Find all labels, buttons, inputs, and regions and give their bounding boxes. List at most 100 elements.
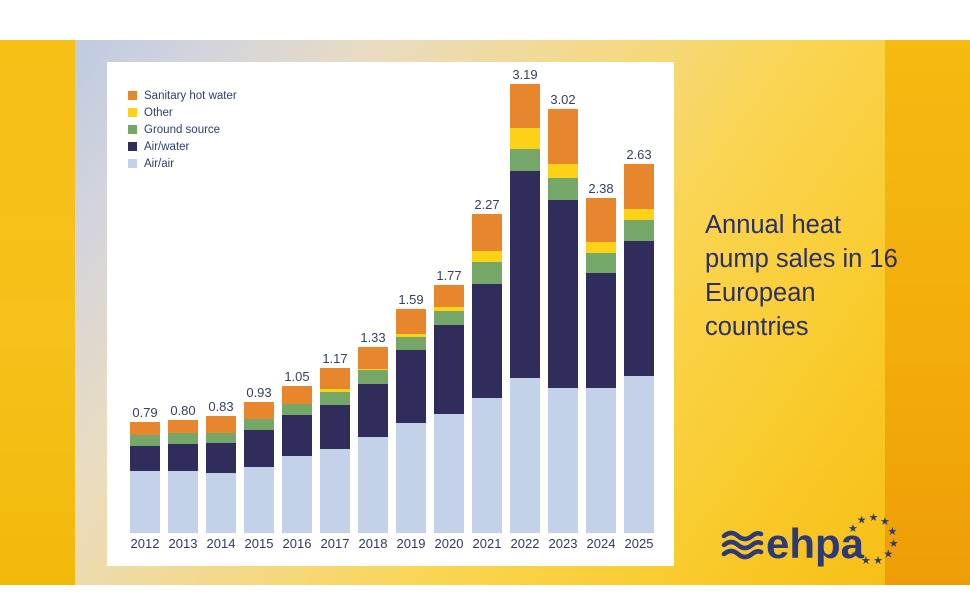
bar-segment-air-air xyxy=(358,437,388,533)
bar-segment-ground-source xyxy=(320,392,350,405)
bar-segment-air-water xyxy=(396,350,426,423)
legend-item-sanitary-hot-water: Sanitary hot water xyxy=(128,87,237,104)
bar-segment-sanitary-hot-water xyxy=(624,164,654,209)
legend-item-other: Other xyxy=(128,104,237,121)
chart-panel: Sanitary hot water Other Ground source Air/… xyxy=(107,62,674,566)
bar-value-label: 3.02 xyxy=(550,92,576,107)
bar-value-label: 3.19 xyxy=(512,67,538,82)
bar-segment-sanitary-hot-water xyxy=(206,416,236,433)
bar-segment-ground-source xyxy=(282,404,312,415)
bar-segment-sanitary-hot-water xyxy=(168,420,198,433)
bar-segment-air-air xyxy=(206,473,236,533)
legend-swatch-sanitary-hot-water xyxy=(128,91,137,100)
bar-2020: 1.77 xyxy=(434,268,464,533)
x-axis-labels: 2012 2013 2014 2015 2016 2017 2018 2019 2020 2021… xyxy=(130,536,654,551)
bar-segment-air-water xyxy=(282,415,312,456)
year-label-2017: 2017 xyxy=(320,536,350,551)
bar-2022: 3.19 xyxy=(510,67,540,533)
bar-segment-sanitary-hot-water xyxy=(244,402,274,419)
star-icon: ★ xyxy=(869,511,879,524)
year-label-2015: 2015 xyxy=(244,536,274,551)
bar-2018: 1.33 xyxy=(358,330,388,533)
bar-segment-ground-source xyxy=(206,433,236,443)
year-label-2025: 2025 xyxy=(624,536,654,551)
bar-value-label: 0.83 xyxy=(208,399,234,414)
bar-segment-ground-source xyxy=(244,419,274,430)
legend-label: Ground source xyxy=(144,123,221,136)
bar-segment-air-water xyxy=(510,171,540,378)
bar-segment-sanitary-hot-water xyxy=(396,309,426,334)
bar-segment-other xyxy=(320,389,350,392)
bar-segment-air-water xyxy=(244,430,274,467)
bar-chart: 0.79 0.80 0.83 0.93 1.05 1.17 1.33 1.59 1.77 2.27… xyxy=(130,67,654,533)
star-icon: ★ xyxy=(889,537,899,550)
legend-swatch-other xyxy=(128,108,137,117)
bar-segment-other xyxy=(624,209,654,220)
year-label-2018: 2018 xyxy=(358,536,388,551)
bar-value-label: 2.27 xyxy=(474,197,500,212)
legend-item-air-air: Air/air xyxy=(128,155,237,172)
legend-swatch-air-air xyxy=(128,159,137,168)
legend-label: Air/air xyxy=(144,157,175,170)
bar-value-label: 0.80 xyxy=(170,403,196,418)
bar-2023: 3.02 xyxy=(548,92,578,533)
bar-segment-sanitary-hot-water xyxy=(320,368,350,389)
legend-item-air-water: Air/water xyxy=(128,138,237,155)
bar-segment-ground-source xyxy=(510,149,540,171)
bar-segment-ground-source xyxy=(472,262,502,284)
bar-segment-air-air xyxy=(472,398,502,533)
year-label-2014: 2014 xyxy=(206,536,236,551)
bar-value-label: 1.77 xyxy=(436,268,462,283)
year-label-2016: 2016 xyxy=(282,536,312,551)
ehpa-logo-text: ehpa xyxy=(766,520,865,567)
bar-2016: 1.05 xyxy=(282,369,312,533)
bar-segment-sanitary-hot-water xyxy=(472,214,502,251)
legend: Sanitary hot water Other Ground source Air/… xyxy=(128,87,237,172)
bar-segment-air-water xyxy=(358,384,388,437)
bar-segment-air-water xyxy=(206,443,236,473)
bar-2012: 0.79 xyxy=(130,405,160,533)
bar-segment-air-water xyxy=(130,446,160,471)
bar-2021: 2.27 xyxy=(472,197,502,533)
bar-segment-other xyxy=(396,334,426,337)
bar-segment-ground-source xyxy=(548,178,578,200)
bar-segment-ground-source xyxy=(434,311,464,325)
bar-segment-air-air xyxy=(396,423,426,533)
bar-segment-ground-source xyxy=(396,337,426,350)
star-icon: ★ xyxy=(873,554,883,567)
bar-segment-air-air xyxy=(586,388,616,533)
bar-value-label: 1.59 xyxy=(398,292,424,307)
right-accent-band xyxy=(885,40,970,585)
bar-segment-air-water xyxy=(472,284,502,398)
bar-segment-air-air xyxy=(510,378,540,533)
bar-value-label: 1.33 xyxy=(360,330,386,345)
bar-segment-ground-source xyxy=(586,253,616,273)
legend-item-ground-source: Ground source xyxy=(128,121,237,138)
bar-segment-sanitary-hot-water xyxy=(510,84,540,128)
eu-stars-icon: ★★ ★ ★★★★★★★ xyxy=(848,511,899,567)
bar-2024: 2.38 xyxy=(586,181,616,533)
bar-segment-other xyxy=(358,369,388,370)
year-label-2022: 2022 xyxy=(510,536,540,551)
bar-2015: 0.93 xyxy=(244,385,274,533)
star-icon: ★ xyxy=(851,548,861,561)
bar-segment-air-water xyxy=(168,444,198,471)
bar-segment-air-air xyxy=(320,449,350,533)
bar-2014: 0.83 xyxy=(206,399,236,533)
left-accent-band xyxy=(0,40,75,585)
bar-segment-air-water xyxy=(320,405,350,449)
bar-value-label: 0.79 xyxy=(132,405,158,420)
three-waves-icon xyxy=(721,530,764,560)
bar-segment-sanitary-hot-water xyxy=(548,109,578,164)
legend-label: Air/water xyxy=(144,140,190,153)
bar-value-label: 0.93 xyxy=(246,385,272,400)
bar-2017: 1.17 xyxy=(320,351,350,533)
year-label-2013: 2013 xyxy=(168,536,198,551)
bar-segment-air-water xyxy=(548,200,578,388)
bar-2025: 2.63 xyxy=(624,147,654,533)
year-label-2021: 2021 xyxy=(472,536,502,551)
page-title: Annual heat pump sales in 16 European co… xyxy=(705,211,898,341)
bar-segment-ground-source xyxy=(168,433,198,444)
bar-segment-sanitary-hot-water xyxy=(586,198,616,242)
